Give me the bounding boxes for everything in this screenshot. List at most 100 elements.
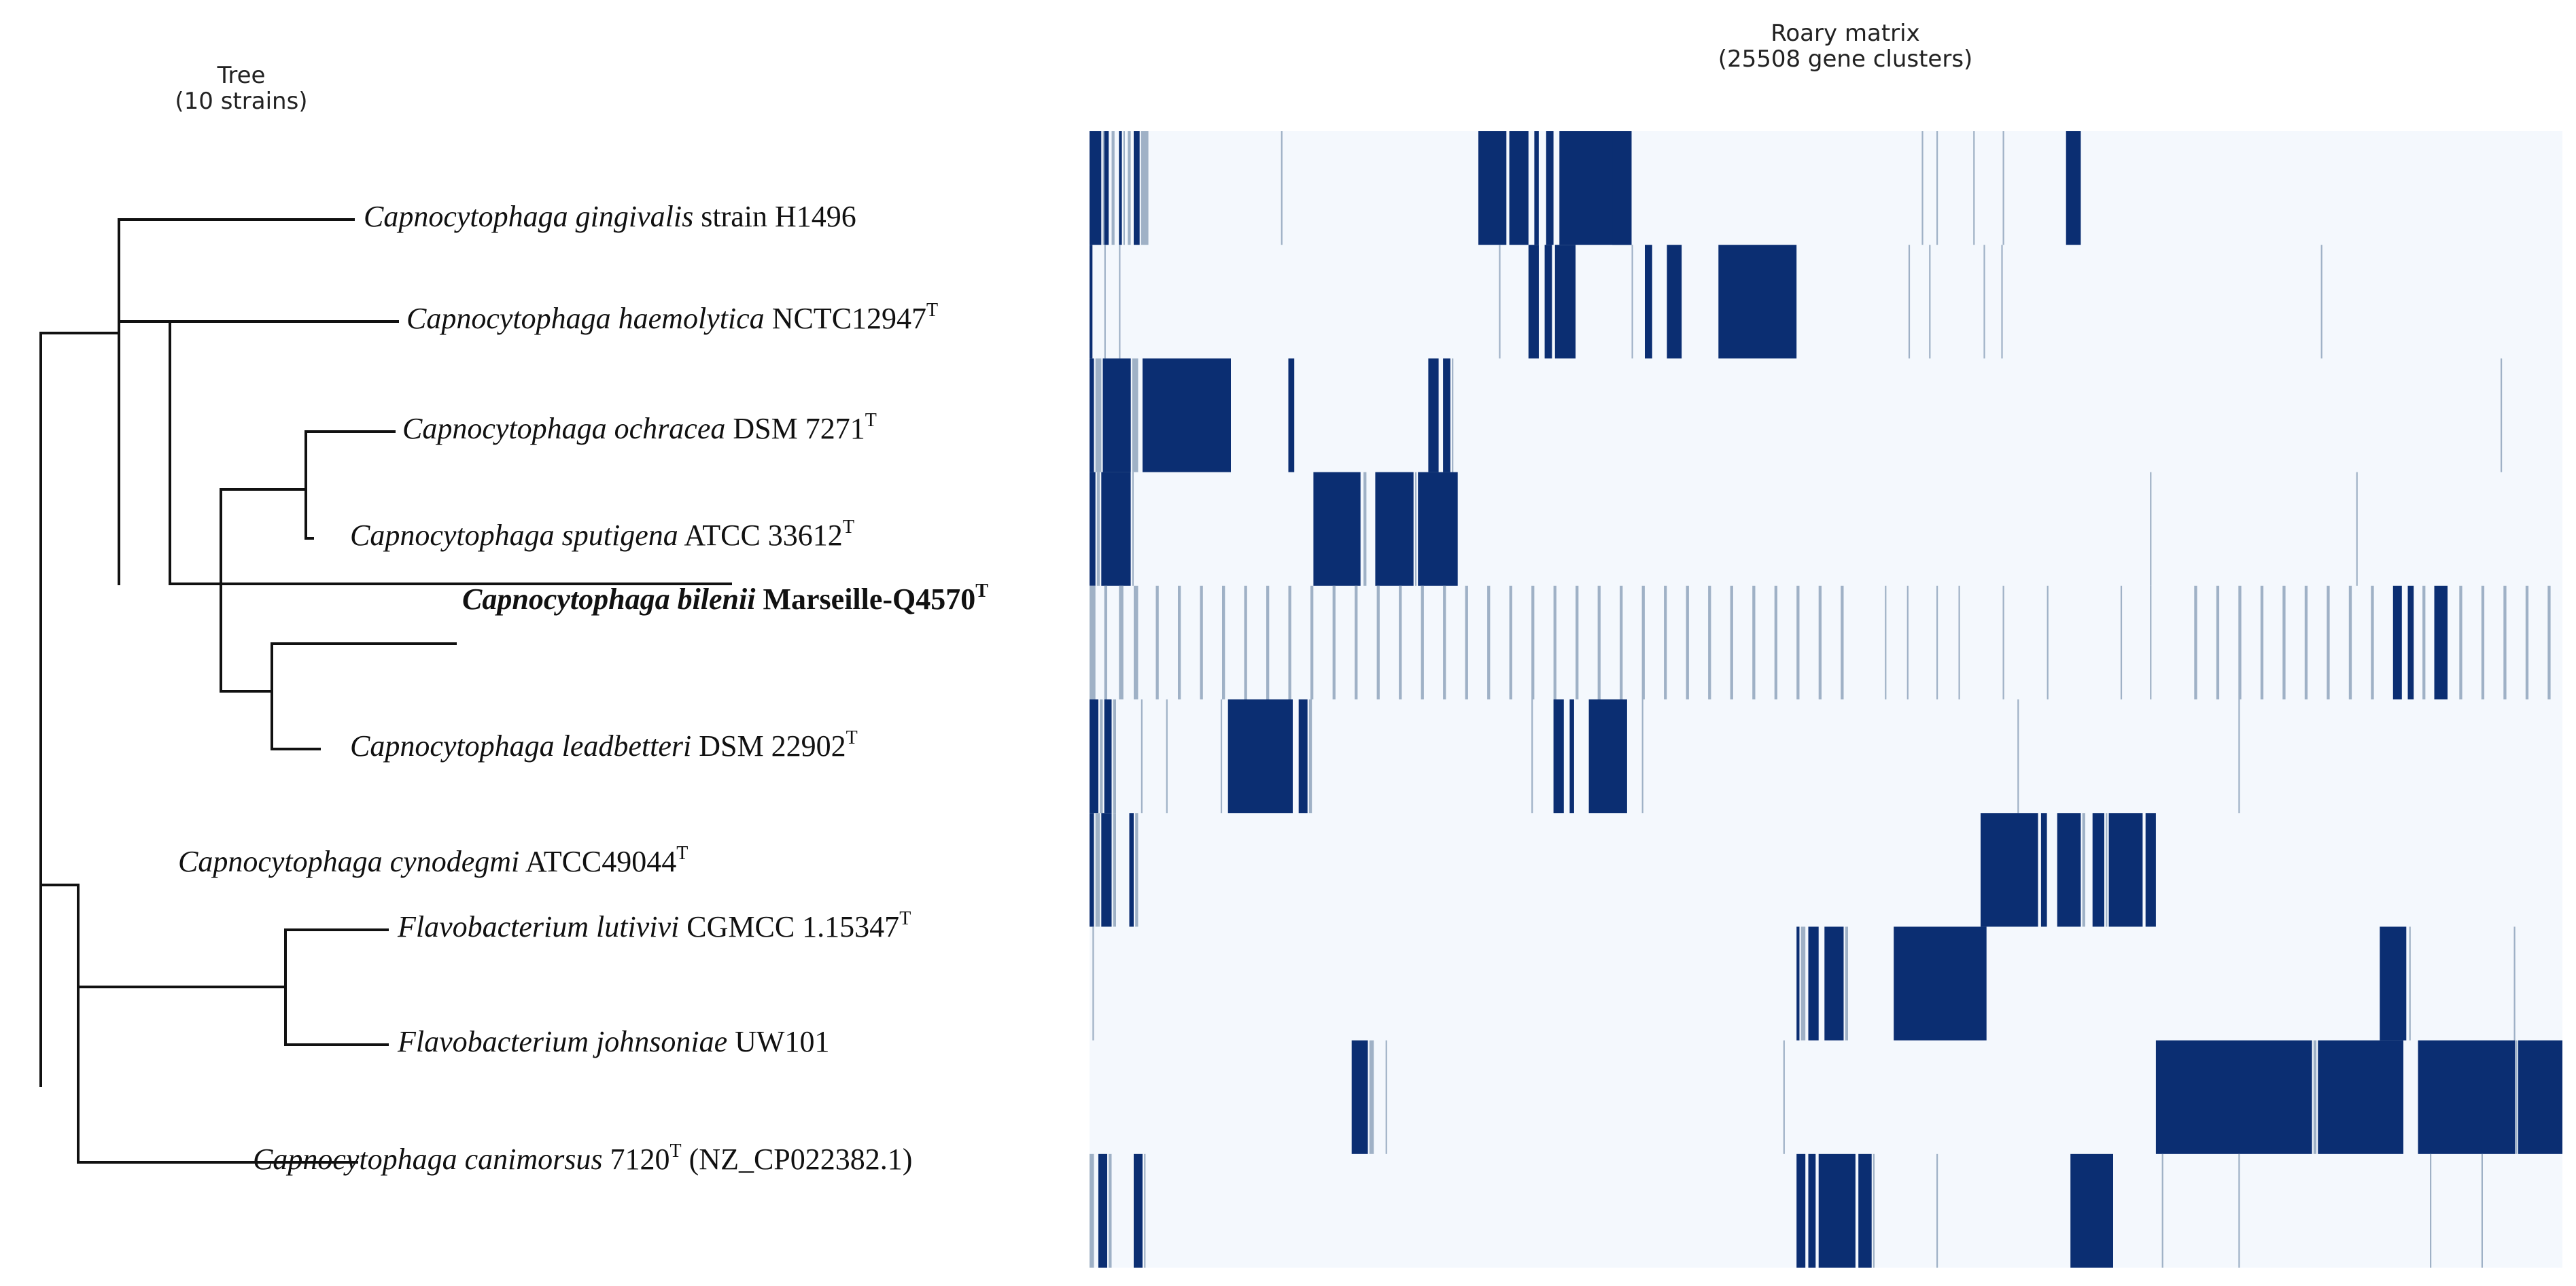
leaf-species: Capnocytophaga — [350, 729, 555, 763]
gene-cluster-variable-band — [2120, 585, 2123, 699]
leaf-label: Capnocytophaga canimorsus 7120T (NZ_CP02… — [253, 1141, 912, 1176]
gene-cluster-variable-band — [1113, 699, 1116, 814]
leaf-label: Capnocytophaga cynodegmi ATCC49044T — [178, 843, 688, 878]
gene-cluster-variable-band — [1973, 131, 1975, 245]
leaf-species: Capnocytophaga — [462, 583, 670, 616]
gene-cluster-variable-band — [1095, 813, 1100, 927]
gene-cluster-presence-band — [1102, 358, 1131, 472]
gene-cluster-variable-band — [1752, 585, 1756, 699]
gene-cluster-presence-band — [2380, 926, 2407, 1041]
gene-cluster-variable-band — [2001, 245, 2003, 359]
gene-cluster-variable-band — [1531, 585, 1535, 699]
gene-cluster-presence-band — [1090, 358, 1094, 472]
gene-cluster-variable-band — [2481, 1153, 2483, 1268]
gene-cluster-variable-band — [2238, 699, 2240, 814]
leaf-accession: (NZ_CP022382.1) — [682, 1143, 913, 1176]
tree-title: Tree — [217, 62, 266, 89]
gene-cluster-variable-band — [1100, 699, 1103, 814]
gene-cluster-presence-band — [1546, 131, 1554, 245]
gene-cluster-presence-band — [1588, 699, 1627, 814]
leaf-species: Capnocytophaga — [350, 519, 555, 552]
gene-cluster-presence-band — [1824, 926, 1844, 1041]
gene-cluster-presence-band — [2407, 585, 2414, 699]
gene-cluster-variable-band — [1845, 926, 1848, 1041]
gene-cluster-variable-band — [1907, 585, 1909, 699]
leaf-label: Flavobacterium johnsoniae UW101 — [397, 1025, 829, 1058]
gene-cluster-variable-band — [1222, 585, 1225, 699]
gene-cluster-variable-band — [2238, 1153, 2240, 1268]
gene-cluster-variable-band — [1399, 585, 1402, 699]
leaf-species: Capnocytophaga — [406, 302, 611, 335]
leaf-epithet: leadbetteri — [562, 729, 692, 763]
gene-cluster-variable-band — [1730, 585, 1733, 699]
gene-cluster-variable-band — [1132, 472, 1134, 586]
gene-cluster-variable-band — [1132, 358, 1138, 472]
leaf-species: Flavobacterium — [397, 910, 589, 943]
gene-cluster-presence-band — [2040, 813, 2047, 927]
gene-cluster-variable-band — [2516, 1040, 2518, 1154]
gene-cluster-variable-band — [1355, 585, 1358, 699]
gene-cluster-variable-band — [2150, 585, 2152, 699]
leaf-species: Flavobacterium — [397, 1025, 589, 1058]
gene-cluster-presence-band — [1645, 245, 1652, 359]
gene-cluster-presence-band — [1808, 1153, 1816, 1268]
gene-cluster-presence-band — [1553, 699, 1564, 814]
type-strain-superscript: T — [846, 727, 858, 748]
gene-cluster-presence-band — [1298, 699, 1308, 814]
gene-cluster-variable-band — [1553, 585, 1556, 699]
leaf-epithet: haemolytica — [619, 302, 765, 335]
gene-cluster-variable-band — [1509, 585, 1512, 699]
gene-cluster-presence-band — [1134, 1153, 1143, 1268]
gene-cluster-presence-band — [1098, 1153, 1107, 1268]
gene-cluster-presence-band — [1090, 699, 1098, 814]
gene-cluster-variable-band — [2017, 699, 2019, 814]
leaf-strain: 7120 — [610, 1143, 670, 1176]
gene-cluster-presence-band — [1796, 926, 1800, 1041]
gene-cluster-variable-band — [1090, 585, 1096, 699]
leaf-label: Capnocytophaga haemolytica NCTC12947T — [406, 300, 938, 335]
gene-cluster-presence-band — [1509, 131, 1529, 245]
leaf-label-highlighted: Capnocytophaga bilenii Marseille-Q4570T — [462, 580, 988, 616]
gene-cluster-variable-band — [1308, 699, 1312, 814]
gene-cluster-presence-band — [2155, 1040, 2312, 1154]
gene-cluster-variable-band — [1369, 1040, 1374, 1154]
gene-cluster-variable-band — [1452, 358, 1454, 472]
gene-cluster-variable-band — [1465, 585, 1468, 699]
gene-cluster-presence-band — [1313, 472, 1361, 586]
leaf-strain: UW101 — [735, 1025, 829, 1058]
matrix-title: Roary matrix — [1771, 20, 1919, 47]
gene-cluster-variable-band — [2327, 585, 2330, 699]
gene-cluster-variable-band — [2409, 926, 2411, 1041]
leaf-epithet: lutivivi — [596, 910, 679, 943]
gene-cluster-presence-band — [2092, 813, 2104, 927]
leaf-strain: strain H1496 — [701, 200, 856, 233]
gene-cluster-presence-band — [1718, 245, 1797, 359]
gene-cluster-variable-band — [2282, 585, 2286, 699]
gene-cluster-variable-band — [2304, 585, 2308, 699]
gene-cluster-variable-band — [1288, 585, 1291, 699]
type-strain-superscript: T — [676, 843, 688, 864]
gene-cluster-variable-band — [1090, 1153, 1094, 1268]
gene-cluster-variable-band — [1783, 1040, 1785, 1154]
gene-cluster-variable-band — [1102, 131, 1104, 245]
gene-cluster-variable-band — [1664, 585, 1667, 699]
gene-cluster-presence-band — [1858, 1153, 1872, 1268]
gene-cluster-presence-band — [1528, 245, 1539, 359]
gene-cluster-variable-band — [1929, 245, 1931, 359]
gene-cluster-variable-band — [2320, 245, 2322, 359]
leaf-epithet: bilenii — [678, 583, 756, 616]
leaf-label: Capnocytophaga leadbetteri DSM 22902T — [350, 727, 858, 763]
gene-cluster-presence-band — [1418, 472, 1458, 586]
gene-cluster-presence-band — [1143, 358, 1231, 472]
gene-cluster-variable-band — [2501, 358, 2503, 472]
gene-cluster-presence-band — [1808, 926, 1819, 1041]
gene-cluster-variable-band — [1641, 699, 1643, 814]
gene-cluster-presence-band — [1104, 699, 1112, 814]
gene-cluster-variable-band — [1421, 585, 1424, 699]
phylogenetic-tree — [39, 218, 732, 1164]
tree-branch — [169, 430, 457, 750]
gene-cluster-presence-band — [1534, 131, 1539, 245]
gene-cluster-variable-band — [1641, 585, 1645, 699]
leaf-epithet: ochracea — [614, 412, 726, 445]
